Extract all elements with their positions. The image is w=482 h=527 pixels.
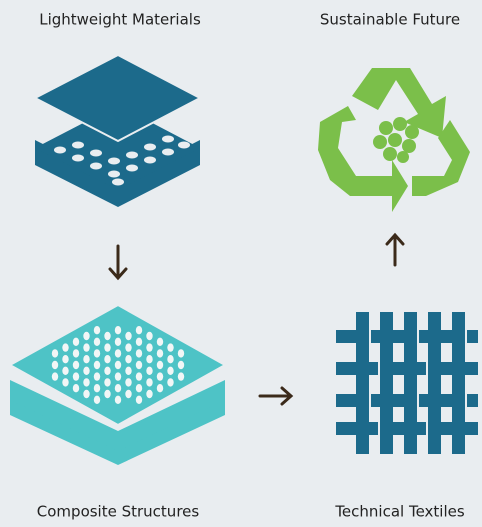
dot — [125, 367, 131, 375]
dot — [125, 355, 131, 363]
node-label: Lightweight Materials — [39, 11, 201, 29]
dot — [52, 349, 58, 357]
dot — [52, 372, 58, 380]
dot — [167, 355, 173, 363]
dot — [178, 372, 184, 380]
dot — [136, 372, 142, 380]
dot — [115, 349, 121, 357]
dot — [157, 361, 163, 369]
dot — [62, 378, 68, 386]
dot — [94, 384, 100, 392]
dot — [136, 326, 142, 334]
dot — [94, 349, 100, 357]
dot — [62, 343, 68, 351]
dot — [83, 355, 89, 363]
dot — [52, 361, 58, 369]
dot — [83, 343, 89, 351]
dot — [94, 396, 100, 404]
dot — [104, 343, 110, 351]
page: {"nodes": [ {"label": "Lightweight Mater… — [0, 0, 482, 527]
dot — [115, 326, 121, 334]
dot — [136, 396, 142, 404]
textile-icon — [336, 312, 478, 454]
dot — [73, 361, 79, 369]
dot — [125, 332, 131, 340]
dot — [104, 332, 110, 340]
dot — [94, 372, 100, 380]
dot — [73, 384, 79, 392]
dot — [115, 338, 121, 346]
dot — [146, 378, 152, 386]
dot — [115, 384, 121, 392]
dot — [146, 332, 152, 340]
dot — [104, 378, 110, 386]
dot — [125, 390, 131, 398]
dot — [73, 372, 79, 380]
dot — [83, 332, 89, 340]
dot — [104, 355, 110, 363]
dot — [146, 355, 152, 363]
dot — [73, 349, 79, 357]
dot — [146, 390, 152, 398]
node-label: Technical Textiles — [334, 503, 465, 521]
dot — [94, 326, 100, 334]
diagram: Lightweight Materials Sustainable Future… — [0, 0, 482, 527]
dot — [136, 338, 142, 346]
dot — [104, 390, 110, 398]
dot — [178, 361, 184, 369]
dot — [125, 343, 131, 351]
dot — [167, 378, 173, 386]
dot — [73, 338, 79, 346]
dot — [94, 361, 100, 369]
node-label: Composite Structures — [37, 503, 200, 521]
dot — [178, 349, 184, 357]
dot — [136, 384, 142, 392]
dot — [62, 355, 68, 363]
dot — [125, 378, 131, 386]
dot — [146, 343, 152, 351]
dot — [104, 367, 110, 375]
node-label: Sustainable Future — [320, 11, 460, 29]
dot — [136, 361, 142, 369]
dot — [94, 338, 100, 346]
dot — [83, 378, 89, 386]
dot — [167, 367, 173, 375]
dot — [157, 349, 163, 357]
dot — [157, 372, 163, 380]
dot — [115, 361, 121, 369]
dot — [136, 349, 142, 357]
dot — [62, 367, 68, 375]
dot — [157, 384, 163, 392]
dot — [167, 343, 173, 351]
dot — [157, 338, 163, 346]
dot — [83, 390, 89, 398]
dot — [115, 396, 121, 404]
dot — [83, 367, 89, 375]
dot — [115, 372, 121, 380]
dot — [146, 367, 152, 375]
